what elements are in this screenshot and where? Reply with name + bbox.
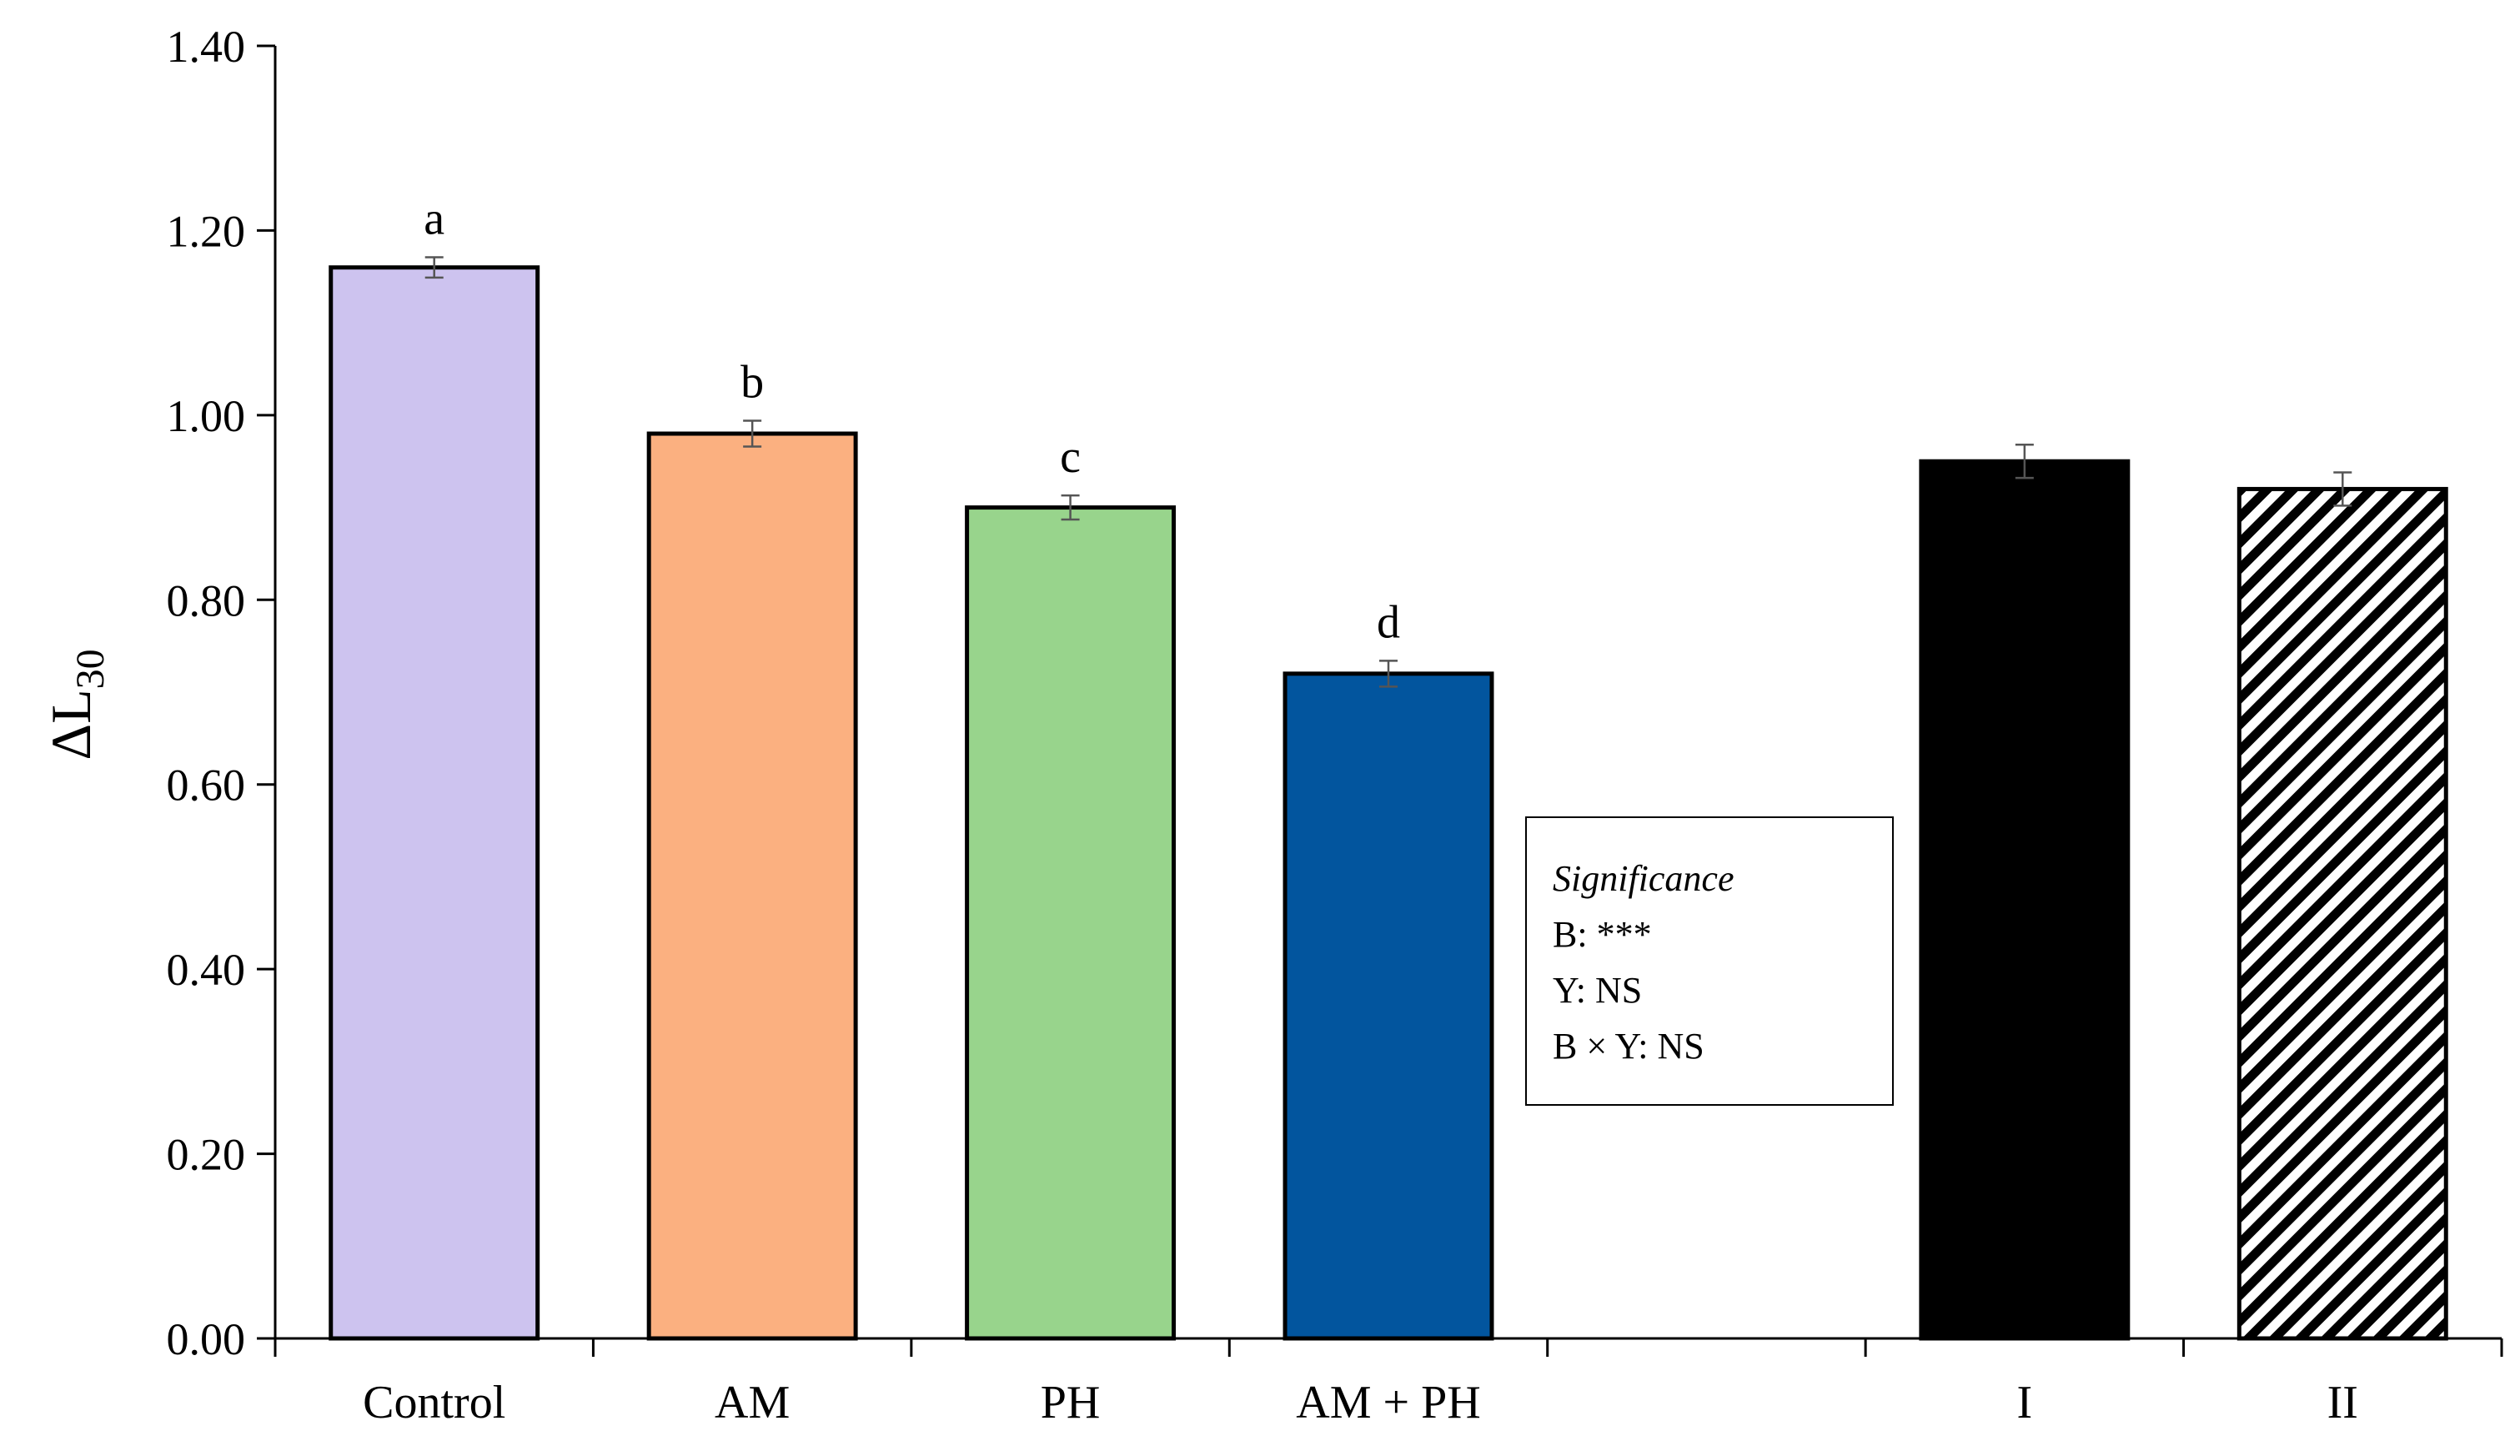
bar (329, 265, 540, 1341)
y-axis-label-main: ΔL (39, 689, 103, 760)
significance-line-bxy: B × Y: NS (1553, 1026, 1704, 1067)
x-category-label: II (2327, 1377, 2358, 1428)
x-axis: Control AM PH AM + PH I II (274, 1337, 2503, 1428)
bar (1283, 671, 1494, 1341)
bar (1919, 459, 2131, 1341)
significance-line-b: B: *** (1553, 914, 1652, 955)
y-tick-label: 1.00 (167, 391, 246, 441)
significance-letter: c (1060, 431, 1081, 483)
significance-line-y: Y: NS (1553, 970, 1642, 1011)
significance-letter: b (740, 357, 764, 409)
y-tick-label: 0.40 (167, 945, 246, 995)
x-category-label: I (2017, 1377, 2033, 1428)
significance-letter: a (424, 193, 444, 245)
significance-letter: d (1377, 596, 1400, 648)
y-tick-label: 1.40 (167, 22, 246, 72)
y-axis-label: ΔL30 (39, 649, 113, 760)
y-axis-label-subscript: 30 (68, 649, 113, 689)
significance-title: Significance (1553, 858, 1734, 899)
y-axis-ticks: 0.00 0.20 0.40 0.60 0.80 1.00 1.20 1.40 (167, 22, 277, 1364)
svg-text:ΔL30: ΔL30 (39, 649, 113, 760)
y-tick-label: 1.20 (167, 206, 246, 256)
x-category-label: Control (363, 1377, 505, 1428)
bar (646, 431, 858, 1341)
y-tick-label: 0.80 (167, 575, 246, 625)
significance-box-frame (1525, 816, 1894, 1106)
y-tick-label: 0.00 (167, 1314, 246, 1364)
significance-box: Significance B: *** Y: NS B × Y: NS (1525, 816, 1894, 1106)
bar (965, 505, 1177, 1341)
bars-layer: a b c d (329, 193, 2448, 1341)
y-tick-label: 0.20 (167, 1130, 246, 1180)
bar (2236, 486, 2448, 1341)
x-category-label: PH (1041, 1377, 1101, 1428)
x-category-label: AM + PH (1296, 1377, 1480, 1428)
x-category-label: AM (715, 1377, 790, 1428)
y-tick-label: 0.60 (167, 761, 246, 811)
